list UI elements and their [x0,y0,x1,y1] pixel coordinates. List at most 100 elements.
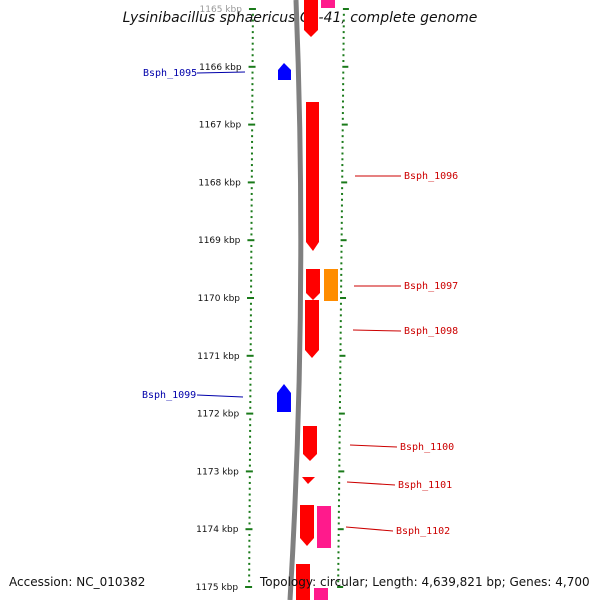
ruler-left-minor-tick [249,406,252,409]
ruler-left-minor-tick [249,302,252,305]
feature-bsph-1102-pink[interactable] [317,506,331,548]
ruler-left-major-tick [248,65,256,68]
label-bsph-1101[interactable]: Bsph_1101 [398,480,452,491]
genome-backbone [287,0,304,600]
ruler-right-minor-tick [341,164,344,167]
label-bsph-1102[interactable]: Bsph_1102 [396,526,450,537]
ruler-right-major-tick [342,65,349,68]
ruler-left-minor-tick [248,464,251,467]
ruler-right-minor-tick [338,493,341,496]
ruler-right-minor-tick [341,192,344,195]
ruler-left-major-tick [246,354,254,357]
ruler-left-major-tick [247,181,255,184]
ruler-right-minor-tick [341,100,344,103]
ruler-right-minor-tick [339,331,342,334]
ruler-left-minor-tick [250,279,253,282]
ruler-right-minor-tick [340,227,343,230]
ruler-right-minor-tick [341,135,344,138]
ruler-left-minor-tick [248,533,251,536]
ruler-tick-label: 1169 kbp [198,236,241,246]
ruler-left-minor-tick [250,169,253,172]
ruler-right-minor-tick [342,36,345,39]
ruler-left-minor-tick [249,418,252,421]
ruler-right-minor-tick [340,268,343,271]
ruler-left-minor-tick [248,574,251,577]
label-bsph-1098[interactable]: Bsph_1098 [404,326,458,337]
gene-arrow-bsph-1102[interactable] [300,505,314,546]
ruler-left-minor-tick [250,262,253,265]
ruler-right-major-tick [340,297,347,299]
feature-top-pink[interactable] [321,0,335,8]
label-bsph-1099[interactable]: Bsph_1099 [142,390,196,401]
gene-arrow-bsph-1100[interactable] [303,426,317,461]
feature-bottom-pink[interactable] [314,588,328,600]
gene-arrow-bsph-1099[interactable] [277,384,291,412]
ruler-right-minor-tick [342,54,345,57]
ruler-right-minor-tick [338,447,341,450]
ruler-right-minor-tick [338,435,341,438]
ruler-right-minor-tick [339,302,342,305]
ruler-right-minor-tick [339,383,342,386]
ruler-left-minor-tick [251,71,254,74]
ruler-right-minor-tick [337,545,340,548]
ruler-right-major-tick [339,354,346,357]
ruler-right-minor-tick [339,343,342,346]
ruler-right-minor-tick [337,568,340,571]
ruler-right-minor-tick [339,337,342,340]
ruler-left-minor-tick [251,31,254,34]
feature-bsph-1097-orange[interactable] [324,269,338,301]
ruler-left-minor-tick [249,429,252,432]
ruler-left-minor-tick [249,447,252,450]
ruler-left-minor-tick [251,140,254,143]
ruler-right-minor-tick [338,406,341,409]
ruler-left-minor-tick [249,349,252,352]
gene-arrow-bsph-1098[interactable] [305,300,319,358]
ruler-right-minor-tick [337,557,340,560]
gene-arrow-bsph-1095[interactable] [278,63,291,80]
gene-labels: Bsph_1095 Bsph_1096 Bsph_1097 Bsph_1098 … [142,68,458,537]
ruler-right-minor-tick [340,291,343,294]
ruler-left-minor-tick [251,100,254,103]
ruler-left-minor-tick [250,216,253,219]
label-bsph-1097[interactable]: Bsph_1097 [404,281,458,292]
ruler-right-minor-tick [338,441,341,444]
ruler-left-minor-tick [248,493,251,496]
ruler-right-minor-tick [338,418,341,421]
ruler-left-minor-tick [248,487,251,490]
ruler-left-minor-tick [249,377,252,380]
gene-arrow-top-red[interactable] [304,0,318,37]
ruler-left-minor-tick [250,285,253,288]
ruler-tick-label: 1174 kbp [196,525,239,535]
ruler-right-minor-tick [342,19,345,22]
ruler-tick-label: 1171 kbp [197,352,240,362]
gene-arrow-bsph-1101[interactable] [302,477,315,484]
ruler-left-minor-tick [250,158,253,161]
label-bsph-1095[interactable]: Bsph_1095 [143,68,197,79]
ruler-left-minor-tick [250,233,253,236]
ruler-left-minor-tick [249,395,252,398]
ruler-tick-label: 1168 kbp [198,178,241,188]
ruler-right-minor-tick [342,25,345,28]
gene-arrow-bottom-red[interactable] [296,564,310,600]
leader-bsph-1102 [345,526,394,532]
ruler-left-minor-tick [248,458,251,461]
ruler-right-minor-tick [341,169,344,172]
genome-title: Lysinibacillus sphaericus C3-41, complet… [122,10,478,26]
gene-arrow-bsph-1096[interactable] [306,102,319,251]
ruler-right-major-tick [337,528,344,531]
ruler-left-minor-tick [250,192,253,195]
ruler-right-minor-tick [341,158,344,161]
ruler-left-minor-tick [248,568,251,571]
ruler-tick-label: 1165 kbp [200,5,243,15]
ruler-right-minor-tick [340,204,343,207]
ruler-right-major-tick [337,586,344,588]
label-bsph-1100[interactable]: Bsph_1100 [400,442,454,453]
ruler-left-minor-tick [250,164,253,167]
ruler-left-minor-tick [250,291,253,294]
gene-arrow-bsph-1097[interactable] [306,269,320,300]
ruler-right-minor-tick [342,48,345,51]
ruler-left-minor-tick [248,562,251,565]
label-bsph-1096[interactable]: Bsph_1096 [404,171,458,182]
ruler-right-minor-tick [339,325,342,328]
ruler-right-minor-tick [340,273,343,276]
